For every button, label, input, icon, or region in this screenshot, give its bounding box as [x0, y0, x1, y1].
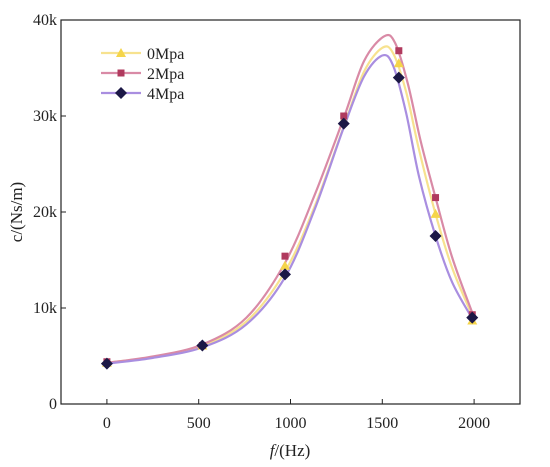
data-point-4Mpa — [100, 357, 113, 370]
data-point-2Mpa — [395, 47, 403, 55]
data-point-2Mpa — [281, 252, 289, 260]
x-axis-title-variable: f — [270, 441, 277, 460]
data-point-4Mpa — [337, 117, 350, 130]
y-tick-label: 0 — [49, 396, 57, 413]
legend-label-0Mpa: 0Mpa — [147, 46, 184, 63]
data-point-2Mpa — [340, 112, 348, 120]
y-tick-label: 40k — [33, 12, 57, 29]
series-line-0Mpa — [106, 45, 474, 364]
x-tick-label: 500 — [187, 415, 211, 432]
series-curves — [106, 33, 474, 365]
x-tick-label: 1500 — [366, 415, 398, 432]
data-point-2Mpa — [432, 194, 440, 202]
y-axis-title: c/(Ns/m) — [7, 182, 26, 242]
legend-label-4Mpa: 4Mpa — [147, 86, 184, 103]
series-line-4Mpa — [106, 53, 474, 365]
series-line-2Mpa — [106, 33, 474, 364]
data-point-4Mpa — [392, 71, 405, 84]
y-axis: 0 10k 20k 30k 40k — [33, 12, 66, 413]
data-point-0Mpa — [279, 260, 290, 270]
y-tick-label: 10k — [33, 300, 57, 317]
y-tick-label: 20k — [33, 204, 57, 221]
data-point-0Mpa — [430, 208, 441, 218]
x-axis: 0 500 1000 1500 2000 — [103, 399, 490, 432]
legend-label-2Mpa: 2Mpa — [147, 66, 184, 83]
x-tick-label: 0 — [103, 415, 111, 432]
plot-frame — [60, 19, 521, 405]
x-tick-label: 2000 — [458, 415, 490, 432]
x-tick-label: 1000 — [275, 415, 307, 432]
legend-marker-0Mpa — [116, 48, 126, 57]
legend: 0Mpa 2Mpa 4Mpa — [101, 46, 184, 103]
data-point-4Mpa — [429, 230, 442, 242]
data-point-4Mpa — [466, 311, 479, 324]
legend-marker-2Mpa — [117, 69, 125, 77]
data-point-0Mpa — [393, 58, 404, 68]
x-axis-title: f/(Hz) — [270, 441, 311, 460]
legend-marker-4Mpa — [115, 87, 127, 99]
y-tick-label: 30k — [33, 108, 57, 125]
data-point-4Mpa — [278, 268, 291, 281]
x-axis-title-unit: /(Hz) — [274, 441, 310, 460]
data-point-4Mpa — [196, 339, 209, 352]
series-markers — [100, 47, 479, 370]
